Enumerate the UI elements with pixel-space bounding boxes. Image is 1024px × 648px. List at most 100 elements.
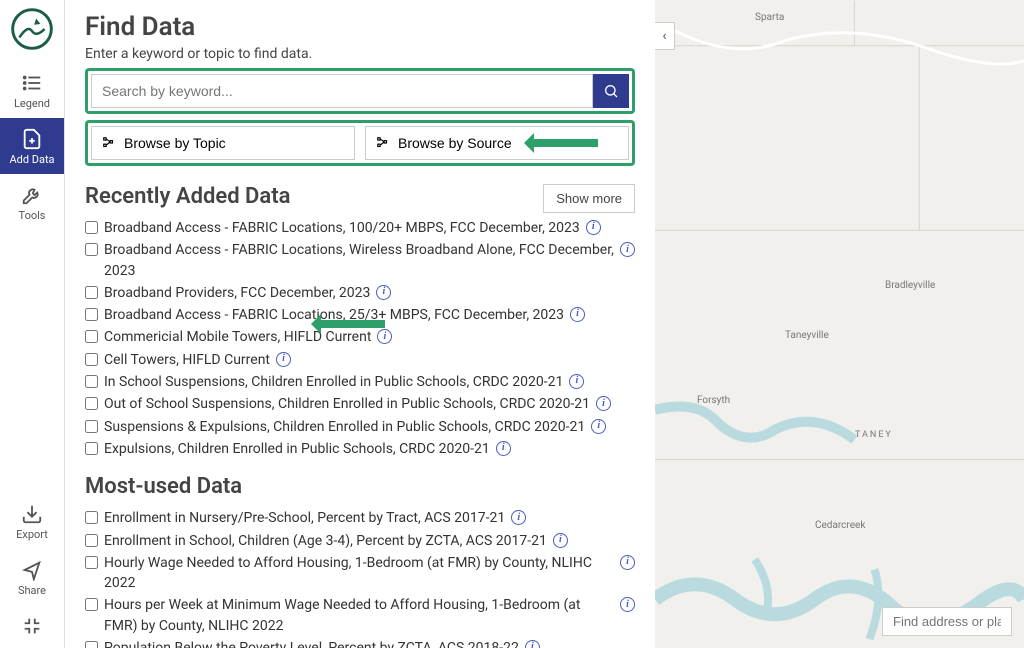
layer-label: Hours per Week at Minimum Wage Needed to… xyxy=(104,595,614,636)
map-place-label: Bradleyville xyxy=(885,280,935,291)
sidebar-item-tools[interactable]: Tools xyxy=(0,174,64,230)
layer-checkbox[interactable] xyxy=(85,286,98,299)
data-list-item: In School Suspensions, Children Enrolled… xyxy=(85,371,635,393)
layer-checkbox[interactable] xyxy=(85,420,98,433)
data-list-item: Expulsions, Children Enrolled in Public … xyxy=(85,438,635,460)
layer-checkbox[interactable] xyxy=(85,375,98,388)
sidebar-item-fullscreen[interactable] xyxy=(0,605,64,648)
layer-label: Enrollment in School, Children (Age 3-4)… xyxy=(104,531,547,551)
map-place-label: Sparta xyxy=(755,12,784,23)
layer-checkbox[interactable] xyxy=(85,330,98,343)
map-place-label: Cedarcreek xyxy=(815,520,865,531)
data-list-item: Suspensions & Expulsions, Children Enrol… xyxy=(85,416,635,438)
map-place-label: Forsyth xyxy=(697,395,730,406)
map-search-input[interactable] xyxy=(882,607,1012,636)
layer-label: Suspensions & Expulsions, Children Enrol… xyxy=(104,417,585,437)
sidebar-label: Export xyxy=(16,528,48,541)
sidebar-label: Add Data xyxy=(9,153,54,166)
app-logo xyxy=(11,8,53,50)
info-icon[interactable]: i xyxy=(596,396,611,411)
info-icon[interactable]: i xyxy=(620,555,635,570)
layer-label: Cell Towers, HIFLD Current xyxy=(104,350,270,370)
layer-label: Out of School Suspensions, Children Enro… xyxy=(104,394,590,414)
show-more-button[interactable]: Show more xyxy=(543,184,635,213)
data-list-item: Broadband Access - FABRIC Locations, Wir… xyxy=(85,239,635,282)
layer-label: Broadband Access - FABRIC Locations, Wir… xyxy=(104,240,614,281)
info-icon[interactable]: i xyxy=(525,640,540,648)
info-icon[interactable]: i xyxy=(586,220,601,235)
layer-label: Commericial Mobile Towers, HIFLD Current xyxy=(104,327,371,347)
info-icon[interactable]: i xyxy=(553,533,568,548)
info-icon[interactable]: i xyxy=(377,329,392,344)
layer-label: Population Below the Poverty Level, Perc… xyxy=(104,638,519,648)
info-icon[interactable]: i xyxy=(511,510,526,525)
tree-icon xyxy=(102,136,116,150)
layer-checkbox[interactable] xyxy=(85,556,98,569)
layer-checkbox[interactable] xyxy=(85,442,98,455)
fullscreen-exit-icon xyxy=(21,615,43,637)
search-input[interactable] xyxy=(91,74,593,108)
left-sidebar: Legend Add Data Tools Export Share xyxy=(0,0,65,648)
layer-checkbox[interactable] xyxy=(85,511,98,524)
data-list-item: Broadband Providers, FCC December, 2023i xyxy=(85,282,635,304)
list-icon xyxy=(21,72,43,94)
button-label: Browse by Source xyxy=(398,135,512,151)
tools-icon xyxy=(21,184,43,206)
recent-data-list: Broadband Access - FABRIC Locations, 100… xyxy=(85,217,635,460)
download-icon xyxy=(21,503,43,525)
sidebar-label: Legend xyxy=(14,97,50,110)
info-icon[interactable]: i xyxy=(496,441,511,456)
layer-label: Broadband Access - FABRIC Locations, 100… xyxy=(104,218,580,238)
find-data-panel: Find Data Enter a keyword or topic to fi… xyxy=(65,0,655,648)
data-list-item: Hourly Wage Needed to Afford Housing, 1-… xyxy=(85,552,635,595)
sidebar-item-export[interactable]: Export xyxy=(0,493,64,549)
most-used-data-list: Enrollment in Nursery/Pre-School, Percen… xyxy=(85,507,635,648)
button-label: Browse by Topic xyxy=(124,135,226,151)
most-used-heading: Most-used Data xyxy=(85,474,635,499)
data-list-item: Enrollment in School, Children (Age 3-4)… xyxy=(85,530,635,552)
layer-checkbox[interactable] xyxy=(85,308,98,321)
sidebar-item-add-data[interactable]: Add Data xyxy=(0,118,64,174)
panel-subtitle: Enter a keyword or topic to find data. xyxy=(85,46,635,62)
data-list-item: Population Below the Poverty Level, Perc… xyxy=(85,637,635,648)
data-list-item: Enrollment in Nursery/Pre-School, Percen… xyxy=(85,507,635,529)
info-icon[interactable]: i xyxy=(620,242,635,257)
layer-label: Expulsions, Children Enrolled in Public … xyxy=(104,439,490,459)
layer-label: In School Suspensions, Children Enrolled… xyxy=(104,372,563,392)
browse-highlight-box: Browse by Topic Browse by Source xyxy=(85,120,635,166)
search-button[interactable] xyxy=(593,74,629,108)
layer-checkbox[interactable] xyxy=(85,641,98,648)
sidebar-item-legend[interactable]: Legend xyxy=(0,62,64,118)
info-icon[interactable]: i xyxy=(620,597,635,612)
collapse-panel-button[interactable]: ‹ xyxy=(655,22,675,50)
sidebar-label: Share xyxy=(18,584,46,597)
map-canvas xyxy=(655,0,1024,648)
layer-checkbox[interactable] xyxy=(85,353,98,366)
chevron-left-icon: ‹ xyxy=(662,28,666,44)
map-place-label: Taneyville xyxy=(785,330,829,341)
info-icon[interactable]: i xyxy=(570,307,585,322)
search-icon xyxy=(603,83,619,99)
browse-by-source-button[interactable]: Browse by Source xyxy=(365,126,629,160)
layer-checkbox[interactable] xyxy=(85,534,98,547)
map-place-label: TANEY xyxy=(855,430,893,440)
layer-checkbox[interactable] xyxy=(85,221,98,234)
info-icon[interactable]: i xyxy=(569,374,584,389)
share-icon xyxy=(21,559,43,581)
info-icon[interactable]: i xyxy=(591,419,606,434)
data-list-item: Hours per Week at Minimum Wage Needed to… xyxy=(85,594,635,637)
layer-label: Hourly Wage Needed to Afford Housing, 1-… xyxy=(104,553,614,594)
layer-checkbox[interactable] xyxy=(85,243,98,256)
tutorial-arrow xyxy=(528,139,598,147)
sidebar-item-share[interactable]: Share xyxy=(0,549,64,605)
map-view[interactable]: ‹ Sparta Bradleyville Taneyville Forsyth TAN… xyxy=(655,0,1024,648)
layer-checkbox[interactable] xyxy=(85,397,98,410)
data-list-item: Commericial Mobile Towers, HIFLD Current… xyxy=(85,326,635,348)
info-icon[interactable]: i xyxy=(376,285,391,300)
add-file-icon xyxy=(21,128,43,150)
info-icon[interactable]: i xyxy=(276,352,291,367)
browse-by-topic-button[interactable]: Browse by Topic xyxy=(91,126,355,160)
layer-checkbox[interactable] xyxy=(85,598,98,611)
data-list-item: Cell Towers, HIFLD Current i xyxy=(85,349,635,371)
layer-label: Enrollment in Nursery/Pre-School, Percen… xyxy=(104,508,505,528)
